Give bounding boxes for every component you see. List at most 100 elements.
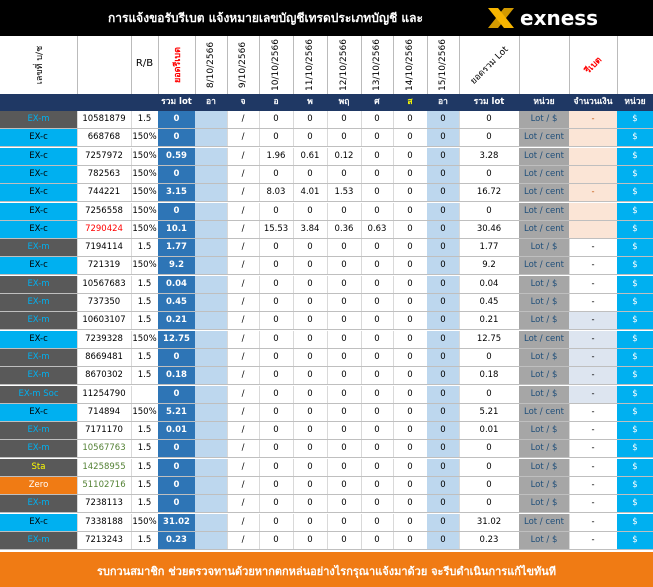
total-lot-cell: 0 (459, 202, 520, 220)
table-row: EX-m 7238113 1.5 0/0 0 0 0 0 0 0 Lot / $ - $ (0, 495, 653, 514)
day-lot-cell: 0 (427, 458, 460, 476)
sub-sum-lot2: รวม lot (473, 97, 505, 107)
rebate-cell: 0.04 (158, 275, 196, 293)
day-lot-cell: 0 (327, 458, 362, 476)
day-lot-cell: 0 (393, 495, 428, 513)
day-lot-cell: 0 (427, 513, 460, 531)
rebate-cell: 0 (158, 495, 196, 513)
day-lot-cell: 0 (327, 348, 362, 366)
day-lot-cell: 0 (293, 202, 328, 220)
rebate-cell: 1.77 (158, 239, 196, 257)
date-label: 11/10/2566 (305, 39, 315, 91)
day-lot-cell: 0 (393, 403, 428, 421)
day-cell-empty (195, 111, 228, 128)
day-lot-cell: 0 (393, 220, 428, 238)
day-lot-cell: 0 (393, 165, 428, 183)
account-number-cell: 8670302 (77, 367, 132, 385)
day-lot-cell: 1.96 (259, 147, 294, 165)
account-number-cell: 11254790 (77, 385, 132, 403)
day-cell-slash: / (227, 294, 260, 311)
day-lot-cell: 0 (327, 422, 362, 440)
day-lot-cell: 0.12 (327, 147, 362, 165)
day-lot-cell: 0 (393, 312, 428, 330)
day-lot-cell: 0 (293, 495, 328, 513)
unit-cell: Lot / cent (519, 330, 570, 348)
total-lot-cell: 12.75 (459, 330, 520, 348)
currency-cell: $ (617, 330, 653, 348)
amount-cell: - (569, 403, 618, 421)
header-rb: R/B (131, 36, 159, 94)
rb-cell: 1.5 (131, 348, 159, 366)
table-row: EX-m 7171170 1.5 0.01/0 0 0 0 0 0 0.01 Lot / $ - $ (0, 422, 653, 441)
amount-cell: - (569, 495, 618, 513)
day-lot-cell: 0 (393, 531, 428, 549)
day-lot-cell: 0 (259, 239, 294, 257)
rebate-cell: 0 (158, 477, 196, 494)
day-cell-slash: / (227, 422, 260, 440)
day-cell-empty (195, 184, 228, 202)
sub-unit2: หน่วย (624, 97, 646, 107)
unit-cell: Lot / cent (519, 129, 570, 147)
day-lot-cell: 0 (361, 385, 394, 403)
day-cell-slash: / (227, 220, 260, 238)
rb-cell: 150% (131, 147, 159, 165)
rebate-cell: 0 (158, 385, 196, 403)
day-cell-slash: / (227, 202, 260, 220)
rebate-cell: 0.01 (158, 422, 196, 440)
day-lot-cell: 0 (361, 184, 394, 202)
unit-cell: Lot / $ (519, 495, 570, 513)
day-lot-cell: 0 (259, 111, 294, 128)
total-lot-cell: 0.45 (459, 294, 520, 311)
day-lot-cell: 0 (293, 275, 328, 293)
day-cell-empty (195, 257, 228, 275)
currency-cell: $ (617, 367, 653, 385)
table-row: EX-m 8670302 1.5 0.18/0 0 0 0 0 0 0.18 Lot / $ - $ (0, 367, 653, 386)
day-lot-cell: 0 (293, 165, 328, 183)
day-lot-cell: 0 (427, 275, 460, 293)
day-lot-cell: 0 (393, 367, 428, 385)
day-cell-slash: / (227, 275, 260, 293)
day-cell-slash: / (227, 440, 260, 458)
day-lot-cell: 0 (293, 477, 328, 494)
header-date-8: 15/10/2566 (427, 36, 460, 94)
account-number-cell: 737350 (77, 294, 132, 311)
day-lot-cell: 0 (427, 403, 460, 421)
account-number-cell: 10567763 (77, 440, 132, 458)
header-total-lot: ยอดรวม Lot (459, 36, 520, 94)
day-lot-cell: 0 (293, 111, 328, 128)
day-lot-cell: 0 (327, 294, 362, 311)
account-type-cell: EX-m (0, 239, 78, 257)
day-cell-empty (195, 422, 228, 440)
total-lot-cell: 0.18 (459, 367, 520, 385)
rebate-cell: 5.21 (158, 403, 196, 421)
rb-cell: 150% (131, 330, 159, 348)
table-row: EX-c 7338188 150% 31.02/0 0 0 0 0 0 31.02 Lot / ce… (0, 513, 653, 532)
rebate-cell: 12.75 (158, 330, 196, 348)
amount-cell: - (569, 348, 618, 366)
account-number-cell: 668768 (77, 129, 132, 147)
account-number-cell: 7257972 (77, 147, 132, 165)
day-lot-cell: 0 (427, 294, 460, 311)
table-row: EX-m Soc 11254790 0/0 0 0 0 0 0 0 Lot / $ - $ (0, 385, 653, 404)
total-lot-cell: 0.01 (459, 422, 520, 440)
account-type-cell: EX-m (0, 275, 78, 293)
account-number-cell: 7239328 (77, 330, 132, 348)
header-date-2: 9/10/2566 (227, 36, 260, 94)
account-number-cell: 744221 (77, 184, 132, 202)
total-lot-cell: 0 (459, 348, 520, 366)
currency-cell: $ (617, 129, 653, 147)
day-lot-cell: 0 (259, 477, 294, 494)
date-label: 13/10/2566 (372, 39, 382, 91)
account-number-cell: 14258955 (77, 458, 132, 476)
day-cell-empty (195, 239, 228, 257)
rb-cell: 150% (131, 202, 159, 220)
rebate-cell: 0.23 (158, 531, 196, 549)
amount-cell (569, 165, 618, 183)
day-lot-cell: 15.53 (259, 220, 294, 238)
day-cell-empty (195, 513, 228, 531)
day-cell-slash: / (227, 239, 260, 257)
day-lot-cell: 0 (361, 111, 394, 128)
amount-cell: - (569, 275, 618, 293)
amount-cell (569, 129, 618, 147)
amount-cell: - (569, 239, 618, 257)
